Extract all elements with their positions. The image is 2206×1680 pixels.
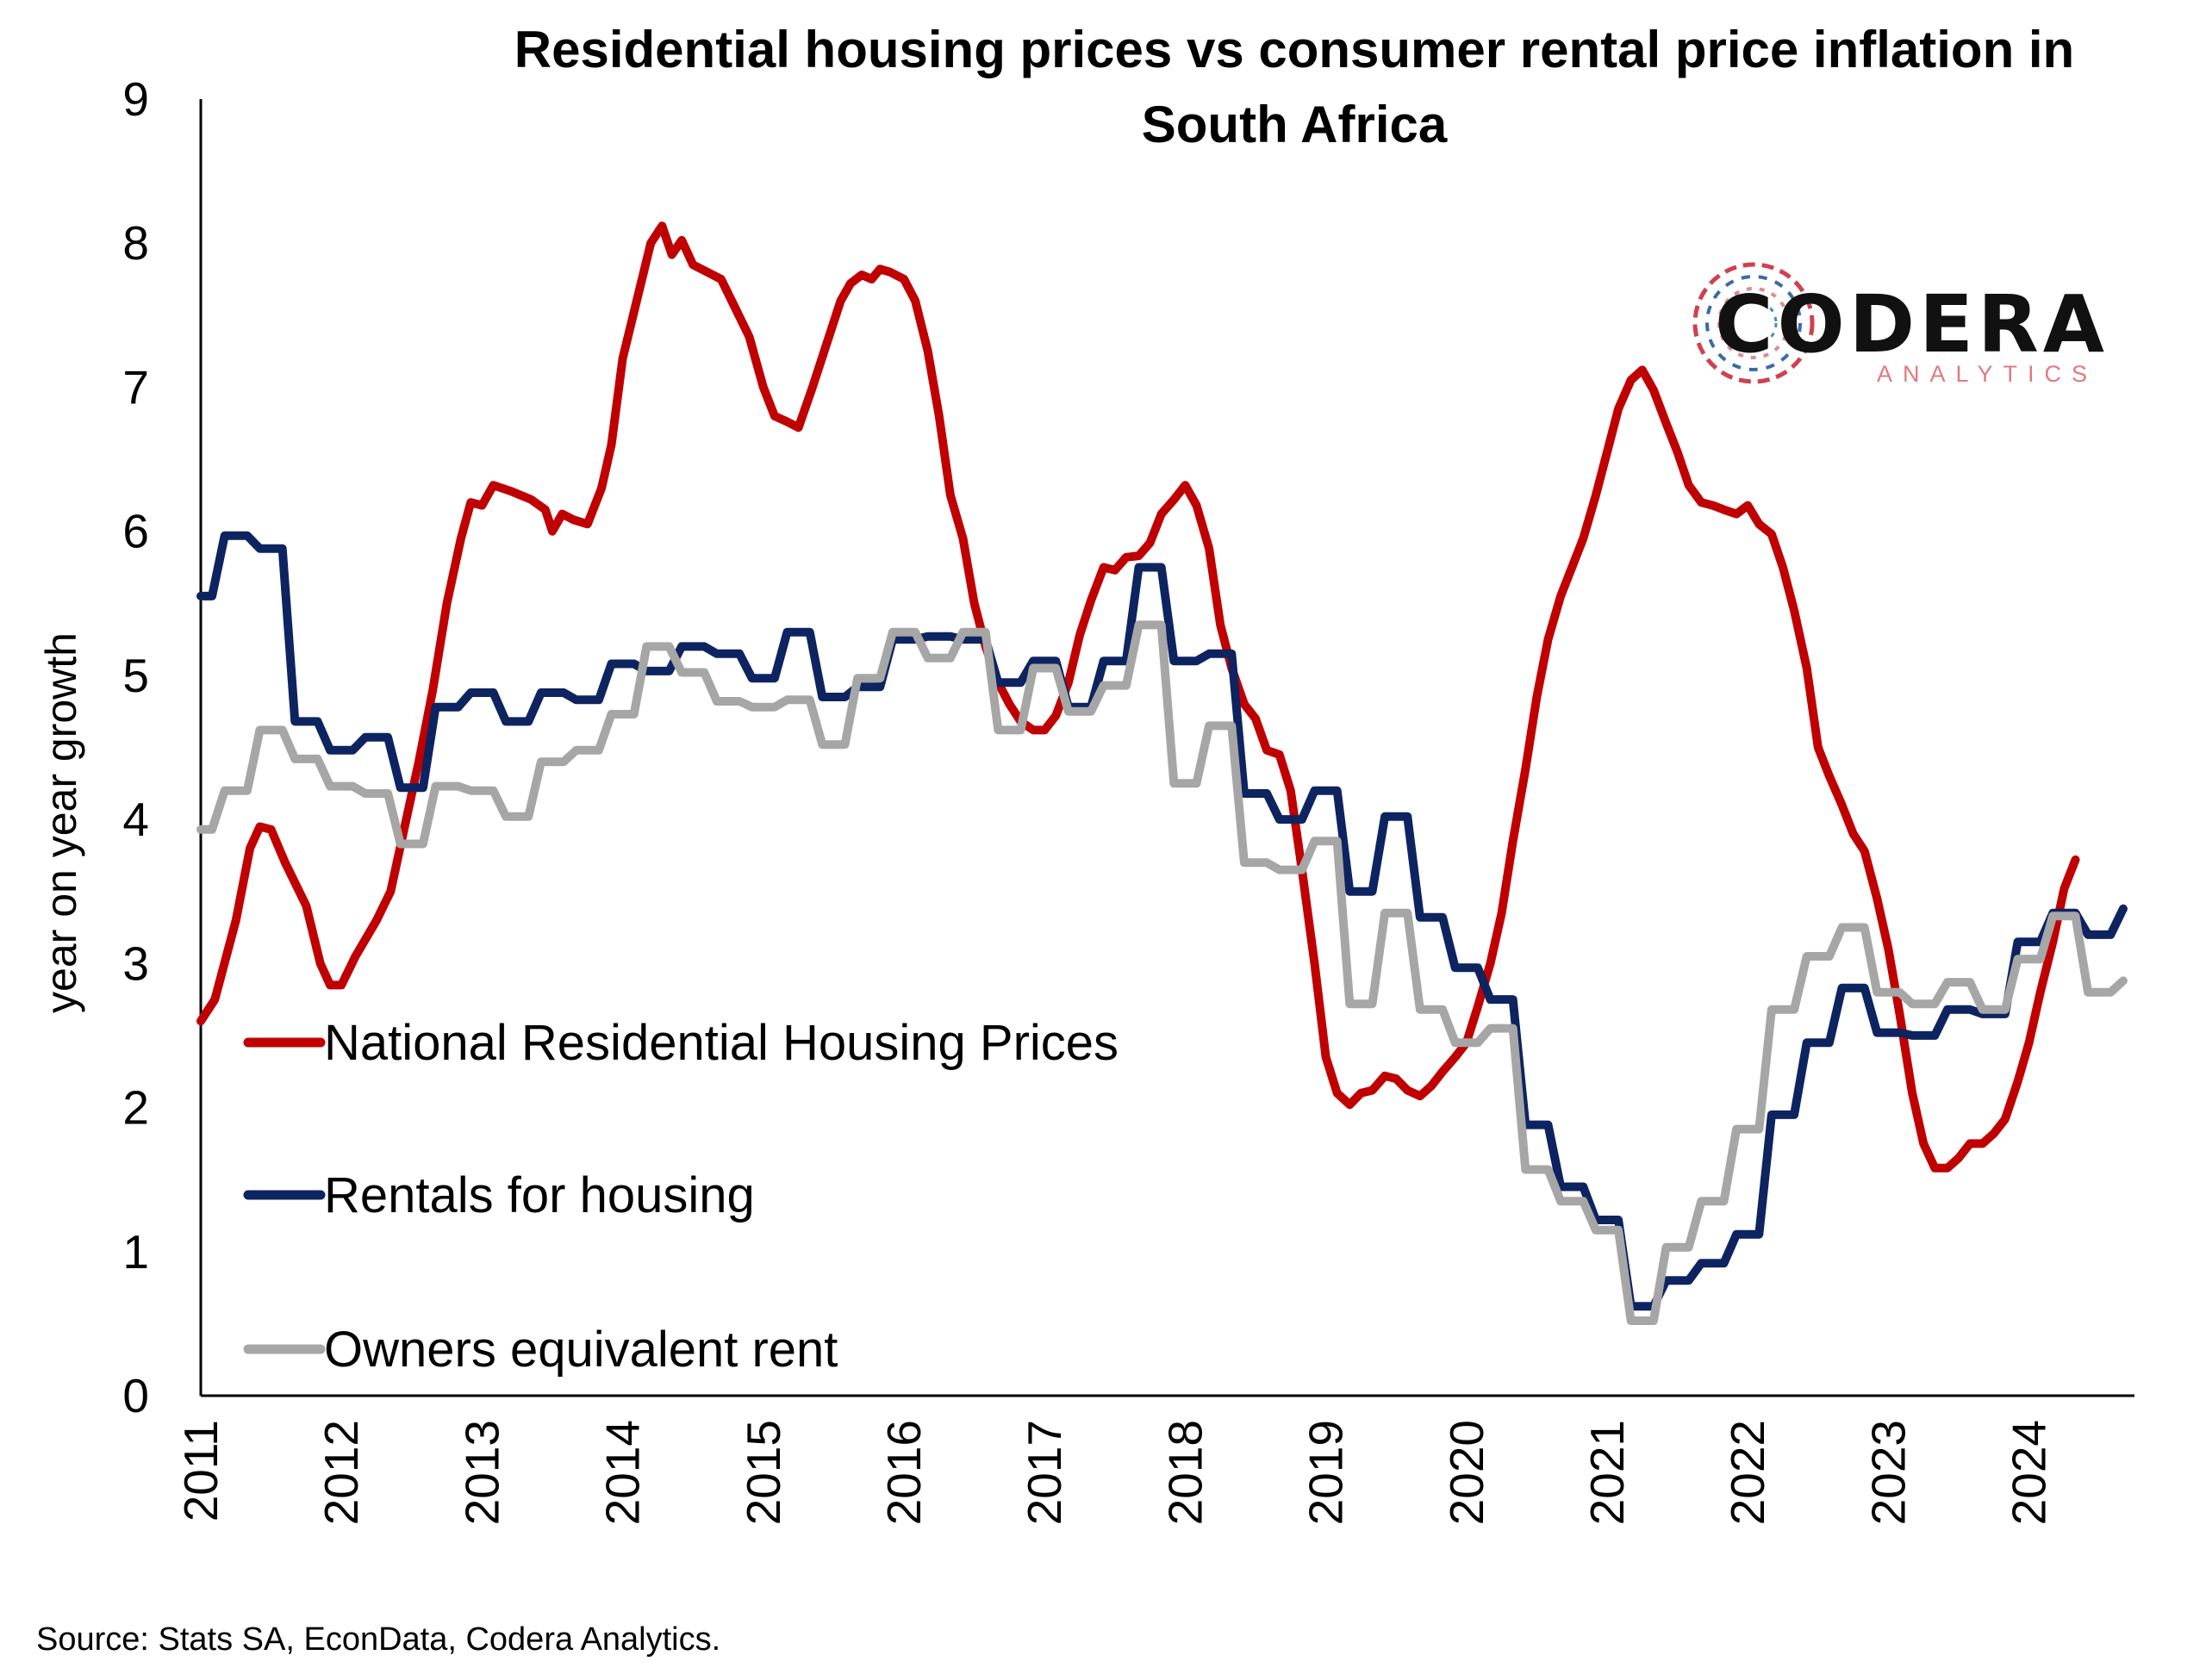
x-tick-label: 2018 bbox=[1158, 1420, 1212, 1525]
chart-title-line-1: Residential housing prices vs consumer r… bbox=[514, 21, 2074, 78]
y-tick-label: 6 bbox=[122, 505, 149, 558]
y-tick-label: 3 bbox=[122, 936, 149, 990]
series-line-housing bbox=[196, 221, 2080, 1173]
series-line-owners bbox=[196, 620, 2128, 1325]
x-tick-label: 2017 bbox=[1018, 1420, 1071, 1525]
y-tick-label: 1 bbox=[122, 1225, 149, 1279]
x-tick-label: 2013 bbox=[455, 1420, 508, 1525]
x-tick-label: 2021 bbox=[1580, 1420, 1634, 1525]
legend: National Residential Housing Prices Rent… bbox=[243, 1015, 1119, 1378]
logo-wordmark: CODERA bbox=[1715, 278, 2109, 370]
x-tick-label: 2014 bbox=[596, 1420, 650, 1525]
logo-tagline: ANALYTICS bbox=[1877, 361, 2097, 387]
y-tick-labels: 0 1 2 3 4 5 6 7 8 9 bbox=[122, 72, 149, 1422]
x-tick-labels: 2011 2012 2013 2014 2015 2016 2017 2018 2019 2020… bbox=[174, 1420, 2056, 1525]
legend-label-housing: National Residential Housing Prices bbox=[324, 1015, 1119, 1071]
y-tick-label: 0 bbox=[122, 1369, 149, 1422]
series-lines bbox=[196, 221, 2128, 1325]
source-note: Source: Stats SA, EconData, Codera Analy… bbox=[36, 1621, 720, 1658]
y-tick-label: 7 bbox=[122, 360, 149, 414]
codera-logo: CODERA ANALYTICS bbox=[1692, 262, 2109, 387]
y-tick-label: 4 bbox=[122, 793, 149, 846]
chart-title-line-2: South Africa bbox=[1142, 96, 1448, 153]
x-tick-label: 2019 bbox=[1299, 1420, 1353, 1525]
x-tick-label: 2024 bbox=[2003, 1420, 2056, 1525]
x-tick-label: 2020 bbox=[1440, 1420, 1493, 1525]
x-tick-label: 2015 bbox=[737, 1420, 790, 1525]
y-tick-label: 2 bbox=[122, 1081, 149, 1135]
legend-label-rentals: Rentals for housing bbox=[324, 1167, 755, 1223]
x-tick-label: 2016 bbox=[877, 1420, 931, 1525]
legend-label-owners: Owners equivalent rent bbox=[324, 1322, 838, 1378]
y-tick-label: 8 bbox=[122, 216, 149, 270]
x-tick-label: 2012 bbox=[315, 1420, 368, 1525]
series-line-rentals bbox=[196, 531, 2128, 1311]
y-axis-label: year on year growth bbox=[37, 632, 85, 1013]
logo-mark-icon bbox=[1692, 262, 1815, 384]
y-tick-label: 9 bbox=[122, 72, 149, 126]
x-tick-label: 2022 bbox=[1721, 1420, 1774, 1525]
x-tick-label: 2023 bbox=[1861, 1420, 1915, 1525]
x-tick-label: 2011 bbox=[174, 1420, 227, 1521]
y-tick-label: 5 bbox=[122, 649, 149, 702]
